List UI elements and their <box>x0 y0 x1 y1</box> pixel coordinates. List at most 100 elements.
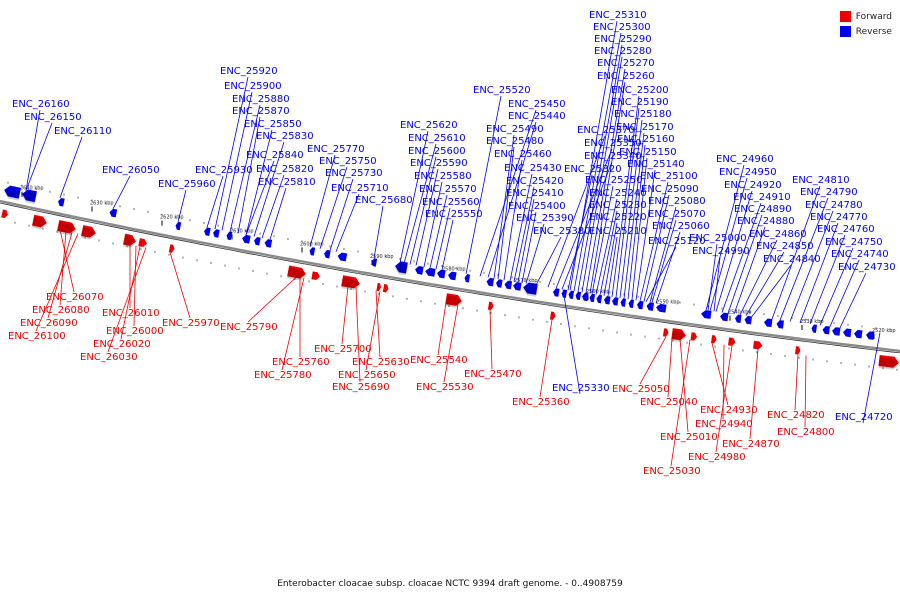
forward-gene-label: ENC_25700 <box>314 344 372 355</box>
scale-tick-label: 2630 kbp <box>90 200 114 206</box>
reverse-leader-line <box>615 107 640 298</box>
reverse-gene-label: ENC_25140 <box>627 159 685 170</box>
reverse-leader-line <box>487 121 537 278</box>
forward-leader-line <box>35 233 79 332</box>
reverse-leader-line <box>595 198 618 295</box>
forward-gene-label: ENC_25470 <box>464 369 522 380</box>
reverse-leader-line <box>214 76 249 230</box>
forward-gene-label: ENC_25010 <box>660 432 718 443</box>
forward-gene-arrow <box>727 337 736 346</box>
forward-leader-line <box>639 336 667 385</box>
reverse-gene-label: ENC_24810 <box>792 175 850 186</box>
reverse-leader-line <box>649 206 677 303</box>
forward-gene-label: ENC_26090 <box>20 318 78 329</box>
reverse-gene-label: ENC_24860 <box>749 229 807 240</box>
reverse-leader-line <box>221 91 253 231</box>
forward-leader-line <box>355 287 361 383</box>
reverse-gene-label: ENC_25590 <box>410 158 468 169</box>
gene-arrow-shadow <box>445 295 462 308</box>
forward-leader-line <box>715 345 733 453</box>
reverse-leader-line <box>25 122 53 191</box>
reverse-leader-line <box>177 189 187 222</box>
backbone-edge <box>0 202 900 354</box>
forward-leader-line <box>711 343 729 406</box>
forward-gene-arrow <box>382 284 389 293</box>
forward-leader-line <box>437 302 447 356</box>
reverse-leader-line <box>739 239 778 316</box>
reverse-gene-arrow <box>204 227 211 237</box>
reverse-gene-label: ENC_25710 <box>331 183 389 194</box>
reverse-gene-arrow <box>553 288 560 297</box>
reverse-leader-line <box>789 210 834 322</box>
reverse-gene-arrow <box>764 318 773 328</box>
forward-gene-label: ENC_25790 <box>220 322 278 333</box>
forward-gene-label: ENC_25650 <box>338 370 396 381</box>
reverse-leader-line <box>479 109 537 277</box>
reverse-leader-line <box>573 32 622 292</box>
reverse-gene-label: ENC_25190 <box>611 97 669 108</box>
scale-tick-label: 2600 kbp <box>300 241 324 247</box>
forward-gene-label: ENC_26080 <box>32 305 90 316</box>
reverse-gene-label: ENC_25880 <box>232 94 290 105</box>
forward-leader-line <box>749 349 759 440</box>
reverse-gene-arrow <box>720 312 729 322</box>
reverse-gene-label: ENC_24790 <box>800 187 858 198</box>
reverse-leader-line <box>651 219 677 303</box>
forward-gene-arrow <box>311 271 320 281</box>
reverse-leader-line <box>829 259 860 327</box>
forward-leader-line <box>804 355 807 428</box>
reverse-leader-line <box>269 187 287 240</box>
forward-leader-line <box>667 337 673 398</box>
reverse-gene-label: ENC_24840 <box>763 254 821 265</box>
reverse-gene-label: ENC_24850 <box>756 241 814 252</box>
forward-gene-arrow <box>795 346 801 355</box>
scale-tick-label: 2570 kbp <box>514 278 538 284</box>
reverse-leader-line <box>655 231 681 304</box>
forward-gene-label: ENC_25780 <box>254 370 312 381</box>
reverse-gene-label: ENC_25570 <box>419 184 477 195</box>
forward-leader-line <box>169 252 191 319</box>
reverse-gene-label: ENC_25820 <box>256 164 314 175</box>
reverse-leader-line <box>521 211 537 284</box>
reverse-leader-line <box>329 178 354 251</box>
forward-gene-label: ENC_26100 <box>8 331 66 342</box>
reverse-gene-label: ENC_24760 <box>817 224 875 235</box>
reverse-gene-arrow <box>226 231 233 241</box>
reverse-gene-label: ENC_25120 <box>648 236 706 247</box>
forward-gene-label: ENC_25630 <box>352 357 410 368</box>
scale-tick-label: 2540 kbp <box>728 310 752 316</box>
reverse-gene-label: ENC_24990 <box>692 246 750 257</box>
reverse-gene-arrow <box>337 252 348 262</box>
reverse-leader-line <box>707 243 718 311</box>
reverse-leader-line <box>399 130 429 263</box>
reverse-leader-line <box>25 109 41 191</box>
reverse-gene-label: ENC_25150 <box>619 147 677 158</box>
gene-arrow-shadow <box>878 357 899 370</box>
reverse-gene-label: ENC_25750 <box>319 156 377 167</box>
forward-gene-label: ENC_25360 <box>512 397 570 408</box>
reverse-leader-line <box>645 246 677 303</box>
reverse-gene-arrow <box>264 239 273 248</box>
forward-gene-label: ENC_25050 <box>612 384 670 395</box>
reverse-gene-label: ENC_25550 <box>425 209 483 220</box>
forward-leader-line <box>375 290 381 358</box>
reverse-gene-label: ENC_25620 <box>400 120 458 131</box>
reverse-gene-label: ENC_25270 <box>597 58 655 69</box>
reverse-gene-label: ENC_24750 <box>825 237 883 248</box>
scale-ticks: 2640 kbp 2630 kbp 2620 kbp 2610 kbp 2600 kbp… <box>7 181 898 371</box>
reverse-gene-arrow <box>866 331 875 340</box>
reverse-leader-line <box>373 205 384 259</box>
reverse-gene-arrow <box>371 258 378 267</box>
forward-gene-arrow <box>690 332 697 341</box>
reverse-leader-line <box>733 226 766 315</box>
reverse-gene-label: ENC_25810 <box>258 177 316 188</box>
forward-gene-label: ENC_25690 <box>332 382 390 393</box>
gene-arrow-shadow <box>341 277 360 291</box>
reverse-gene-arrow <box>735 314 742 324</box>
reverse-gene-label: ENC_24950 <box>719 167 777 178</box>
reverse-leader-line <box>727 214 763 314</box>
reverse-gene-arrow <box>811 324 817 333</box>
reverse-gene-label: ENC_25410 <box>506 188 564 199</box>
reverse-gene-label: ENC_26050 <box>102 165 160 176</box>
